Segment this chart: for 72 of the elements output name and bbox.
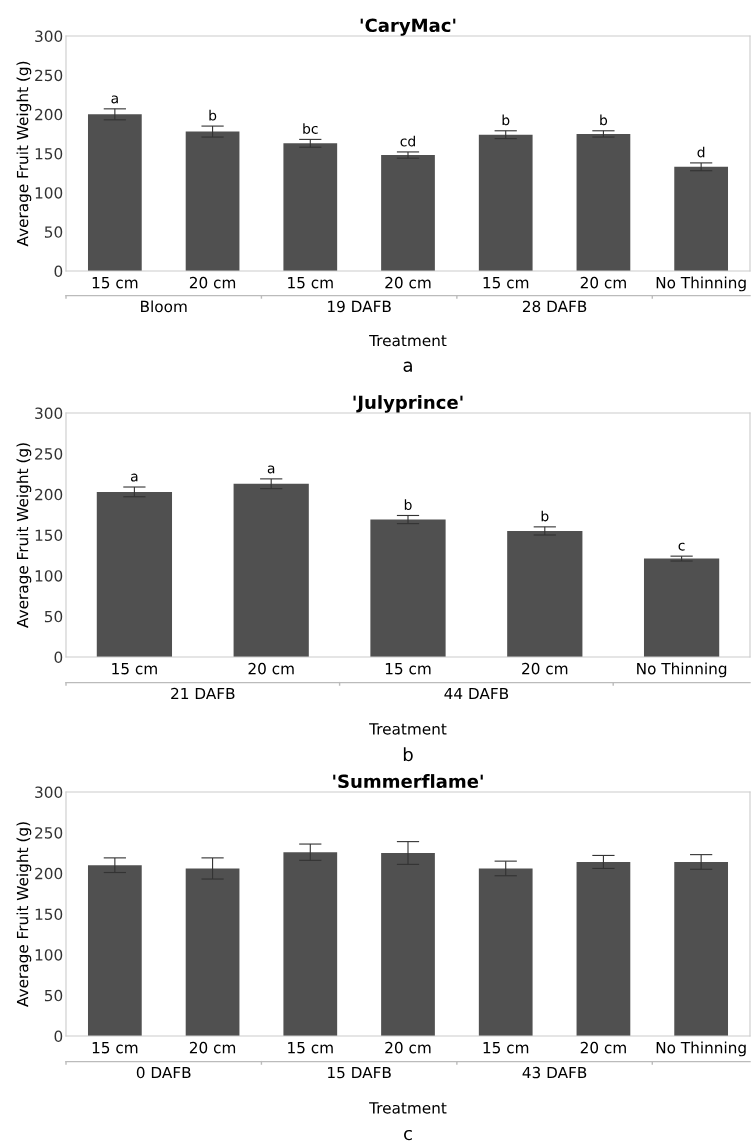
data-label: cd	[400, 135, 415, 147]
x-tick-label: 15 cm	[92, 277, 138, 289]
x-axis-title: Treatment	[369, 1102, 447, 1114]
text: Bloom	[141, 300, 187, 313]
y-tick-label: 200	[35, 867, 63, 880]
data-label: b	[600, 114, 608, 126]
x-tick-label: 20 cm	[385, 276, 431, 289]
y-tick-label: 200	[35, 488, 63, 501]
x-tick-label: No Thinning	[656, 1041, 746, 1057]
x-tick-label: 15 cm	[385, 663, 431, 675]
text: 43 DAFB	[522, 1066, 587, 1079]
y-tick-label: 150	[35, 147, 63, 160]
text: 0 DAFB	[136, 1066, 191, 1079]
text: 28 DAFB	[522, 300, 587, 313]
x-tick-label: No Thinning	[637, 662, 727, 678]
x-tick-label: 15 cm	[288, 277, 333, 289]
x-tick-label: 20 cm	[248, 662, 294, 675]
y-axis-title: Average Fruit Weight (g)	[16, 61, 32, 247]
text: a	[403, 361, 412, 372]
x-tick-label: 15 cm	[112, 663, 157, 675]
y-tick-label: 250	[35, 448, 63, 460]
x-tick-label: 20 cm	[580, 276, 626, 289]
y-tick-label: 300	[35, 407, 63, 420]
text: 44 DAFB	[444, 687, 509, 700]
data-label: d	[697, 146, 705, 158]
y-tick-label: 150	[35, 908, 63, 921]
data-label: b	[404, 499, 412, 511]
data-label: a	[130, 473, 138, 482]
y-tick-label: 250	[35, 827, 63, 839]
data-label: c	[678, 542, 685, 551]
data-label: b	[502, 114, 510, 126]
data-label: a	[267, 465, 275, 474]
data-label: b	[541, 510, 549, 522]
text: c	[404, 1129, 412, 1141]
text: b	[403, 747, 413, 762]
y-tick-label: 100	[35, 949, 63, 961]
y-tick-label: 250	[35, 69, 63, 82]
y-axis-title: Average Fruit Weight (g)	[16, 822, 32, 1007]
chart-title: 'CaryMac'	[360, 18, 456, 36]
data-label: bc	[303, 123, 318, 134]
text: 15 DAFB	[328, 1066, 391, 1079]
y-tick-label: 50	[44, 989, 63, 1002]
x-tick-label: 20 cm	[580, 1041, 626, 1054]
chart-title: 'Julyprince'	[353, 395, 463, 413]
y-tick-label: 0	[54, 651, 63, 664]
x-tick-label: 15 cm	[483, 277, 529, 289]
x-tick-label: 15 cm	[288, 1042, 333, 1054]
y-tick-label: 100	[35, 187, 63, 199]
x-tick-label: 20 cm	[189, 276, 236, 289]
data-label: a	[111, 95, 118, 104]
data-label: b	[209, 109, 217, 121]
chart-title: 'Summerflame'	[333, 774, 483, 789]
y-tick-label: 300	[35, 30, 63, 43]
text: 19 DAFB	[328, 300, 391, 313]
x-axis-title: Treatment	[369, 334, 447, 347]
text: 21 DAFB	[171, 687, 235, 700]
x-tick-label: 20 cm	[522, 662, 568, 675]
y-tick-label: 100	[35, 570, 63, 582]
x-tick-label: No Thinning	[656, 276, 746, 292]
y-tick-label: 150	[35, 529, 63, 542]
y-tick-label: 200	[35, 108, 63, 121]
x-axis-title: Treatment	[369, 723, 447, 735]
x-tick-label: 15 cm	[92, 1042, 138, 1054]
y-tick-label: 0	[54, 1030, 63, 1043]
y-tick-label: 50	[44, 226, 63, 238]
y-tick-label: 0	[54, 265, 63, 278]
x-tick-label: 20 cm	[385, 1041, 431, 1054]
x-tick-label: 20 cm	[189, 1041, 236, 1054]
y-tick-label: 50	[44, 610, 63, 623]
y-axis-title: Average Fruit Weight (g)	[16, 443, 32, 628]
x-tick-label: 15 cm	[483, 1042, 529, 1054]
y-tick-label: 300	[35, 786, 63, 799]
